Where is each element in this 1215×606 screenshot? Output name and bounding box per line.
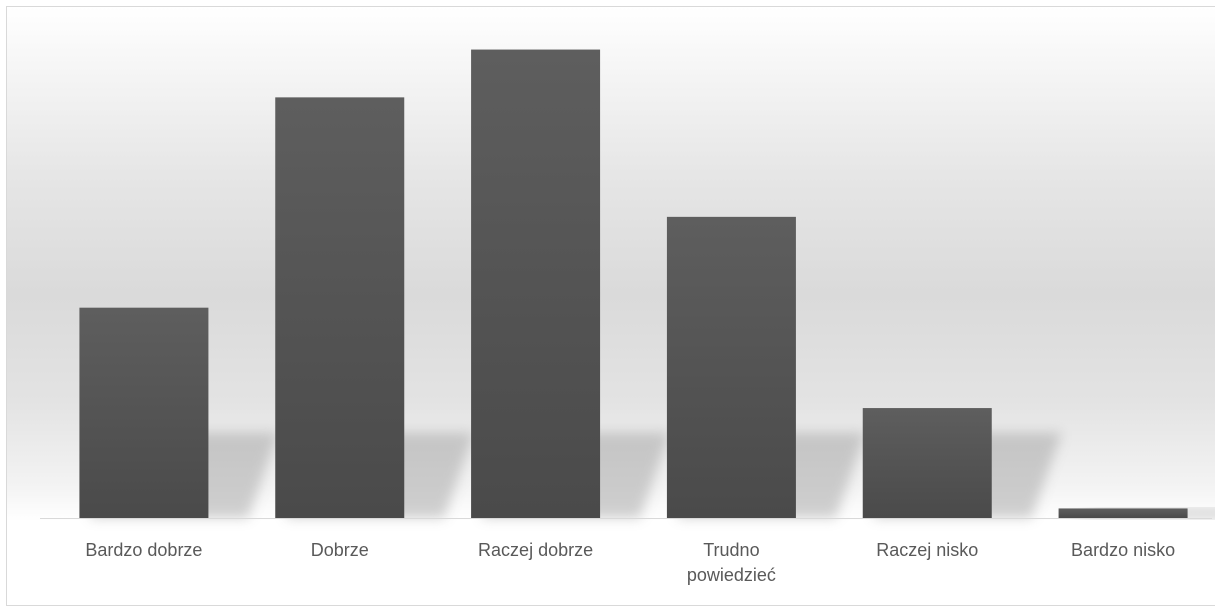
bar-raczej-dobrze xyxy=(471,49,601,519)
bar-trudno-powiedzieć xyxy=(666,216,796,519)
x-axis-labels: Bardzo dobrze Dobrze Raczej dobrze Trudno po… xyxy=(85,540,1175,585)
bar-dobrze xyxy=(275,97,405,519)
bar-bardzo-nisko xyxy=(1058,508,1188,518)
x-tick-label: Bardzo nisko xyxy=(1071,540,1175,560)
x-tick-label: Raczej nisko xyxy=(876,540,978,560)
x-tick-label: Dobrze xyxy=(311,540,369,560)
bar-shadows xyxy=(89,432,1215,518)
x-tick-label: Raczej dobrze xyxy=(478,540,593,560)
bars xyxy=(79,49,1188,519)
bar-bardzo-dobrze xyxy=(79,307,209,518)
bar-raczej-nisko xyxy=(862,408,992,518)
x-tick-label: Trudno powiedzieć xyxy=(687,540,776,585)
x-tick-label: Bardzo dobrze xyxy=(85,540,202,560)
